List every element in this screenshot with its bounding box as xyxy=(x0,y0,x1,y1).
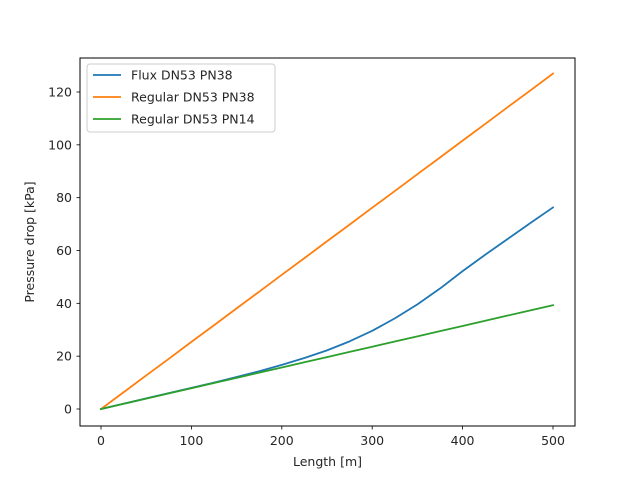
x-axis: 0 100 200 300 400 500 xyxy=(97,426,565,448)
y-tick-label: 40 xyxy=(56,296,72,311)
series-line-1 xyxy=(99,72,555,411)
y-tick-label: 100 xyxy=(48,137,72,152)
y-tick-label: 80 xyxy=(56,190,72,205)
legend-box xyxy=(86,63,276,133)
y-axis-label: Pressure drop [kPa] xyxy=(22,181,37,302)
legend-label: Regular DN53 PN14 xyxy=(131,112,255,127)
x-tick-label: 500 xyxy=(541,433,565,448)
y-tick-label: 0 xyxy=(64,402,72,417)
x-tick-label: 0 xyxy=(97,433,105,448)
y-tick-label: 60 xyxy=(56,243,72,258)
y-axis: 0 20 40 60 80 100 120 xyxy=(48,85,80,417)
x-axis-label: Length [m] xyxy=(293,454,362,469)
x-tick-label: 400 xyxy=(451,433,475,448)
legend-label: Flux DN53 PN38 xyxy=(131,68,233,83)
series-layer xyxy=(99,72,555,411)
legend-item-flux-dn53-pn38: Flux DN53 PN38 xyxy=(93,68,233,83)
y-tick-label: 120 xyxy=(48,85,72,100)
legend-item-regular-dn53-pn38: Regular DN53 PN38 xyxy=(93,90,255,105)
x-tick-label: 200 xyxy=(270,433,294,448)
plot-frame xyxy=(79,57,576,427)
x-tick-label: 100 xyxy=(179,433,203,448)
legend: Flux DN53 PN38 Regular DN53 PN38 Regular… xyxy=(86,63,276,133)
y-tick-label: 20 xyxy=(56,349,72,364)
series-line-2 xyxy=(99,304,555,411)
legend-label: Regular DN53 PN38 xyxy=(131,90,255,105)
legend-item-regular-dn53-pn14: Regular DN53 PN14 xyxy=(93,112,255,127)
x-tick-label: 300 xyxy=(360,433,384,448)
